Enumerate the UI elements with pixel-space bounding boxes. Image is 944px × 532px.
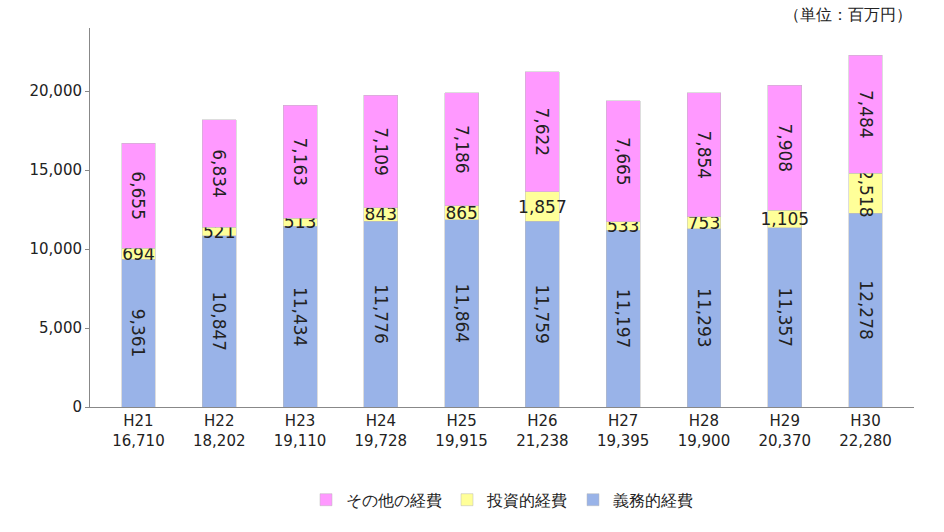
svg-text:843: 843 bbox=[365, 204, 397, 224]
svg-text:15,000: 15,000 bbox=[30, 161, 83, 179]
svg-text:9,361: 9,361 bbox=[128, 309, 148, 358]
svg-text:7,163: 7,163 bbox=[290, 137, 310, 186]
svg-text:20,000: 20,000 bbox=[30, 82, 83, 100]
svg-text:521: 521 bbox=[203, 222, 235, 242]
svg-text:H3022,280: H3022,280 bbox=[839, 412, 892, 450]
svg-text:H2920,370: H2920,370 bbox=[759, 412, 812, 450]
svg-text:11,357: 11,357 bbox=[775, 288, 795, 347]
svg-text:2,518: 2,518 bbox=[856, 169, 876, 218]
svg-text:11,864: 11,864 bbox=[452, 284, 472, 343]
svg-text:7,186: 7,186 bbox=[452, 125, 472, 174]
svg-text:11,293: 11,293 bbox=[694, 288, 714, 347]
svg-text:11,197: 11,197 bbox=[613, 289, 633, 348]
svg-text:H2116,710: H2116,710 bbox=[112, 412, 165, 450]
svg-text:1,105: 1,105 bbox=[760, 209, 809, 229]
svg-text:H2319,110: H2319,110 bbox=[274, 412, 327, 450]
svg-text:533: 533 bbox=[607, 216, 639, 236]
svg-text:7,908: 7,908 bbox=[775, 123, 795, 172]
svg-text:7,484: 7,484 bbox=[856, 90, 876, 139]
svg-text:11,776: 11,776 bbox=[371, 284, 391, 343]
svg-text:7,622: 7,622 bbox=[532, 107, 552, 156]
svg-text:513: 513 bbox=[284, 212, 316, 232]
svg-text:義務的経費: 義務的経費 bbox=[613, 491, 693, 510]
svg-text:H2519,915: H2519,915 bbox=[435, 412, 488, 450]
svg-text:（単位：百万円）: （単位：百万円） bbox=[784, 5, 912, 24]
svg-text:0: 0 bbox=[72, 398, 82, 416]
svg-text:H2719,395: H2719,395 bbox=[597, 412, 650, 450]
svg-text:6,655: 6,655 bbox=[128, 171, 148, 220]
svg-text:865: 865 bbox=[445, 203, 477, 223]
svg-text:投資的経費: 投資的経費 bbox=[486, 491, 567, 510]
svg-text:7,854: 7,854 bbox=[694, 130, 714, 179]
svg-text:H2419,728: H2419,728 bbox=[355, 412, 408, 450]
svg-text:1,857: 1,857 bbox=[518, 197, 567, 217]
svg-text:H2218,202: H2218,202 bbox=[193, 412, 246, 450]
svg-text:5,000: 5,000 bbox=[39, 319, 82, 337]
svg-text:11,434: 11,434 bbox=[290, 287, 310, 346]
svg-text:7,665: 7,665 bbox=[613, 137, 633, 186]
svg-text:694: 694 bbox=[122, 244, 154, 264]
svg-text:10,000: 10,000 bbox=[30, 240, 83, 258]
svg-text:その他の経費: その他の経費 bbox=[346, 491, 442, 510]
svg-text:H2621,238: H2621,238 bbox=[516, 412, 569, 450]
svg-text:H2819,900: H2819,900 bbox=[678, 412, 731, 450]
svg-text:11,759: 11,759 bbox=[532, 284, 552, 343]
svg-text:7,109: 7,109 bbox=[371, 127, 391, 176]
svg-text:10,847: 10,847 bbox=[209, 292, 229, 351]
svg-text:753: 753 bbox=[688, 213, 720, 233]
svg-text:12,278: 12,278 bbox=[856, 280, 876, 339]
svg-text:6,834: 6,834 bbox=[209, 149, 229, 198]
